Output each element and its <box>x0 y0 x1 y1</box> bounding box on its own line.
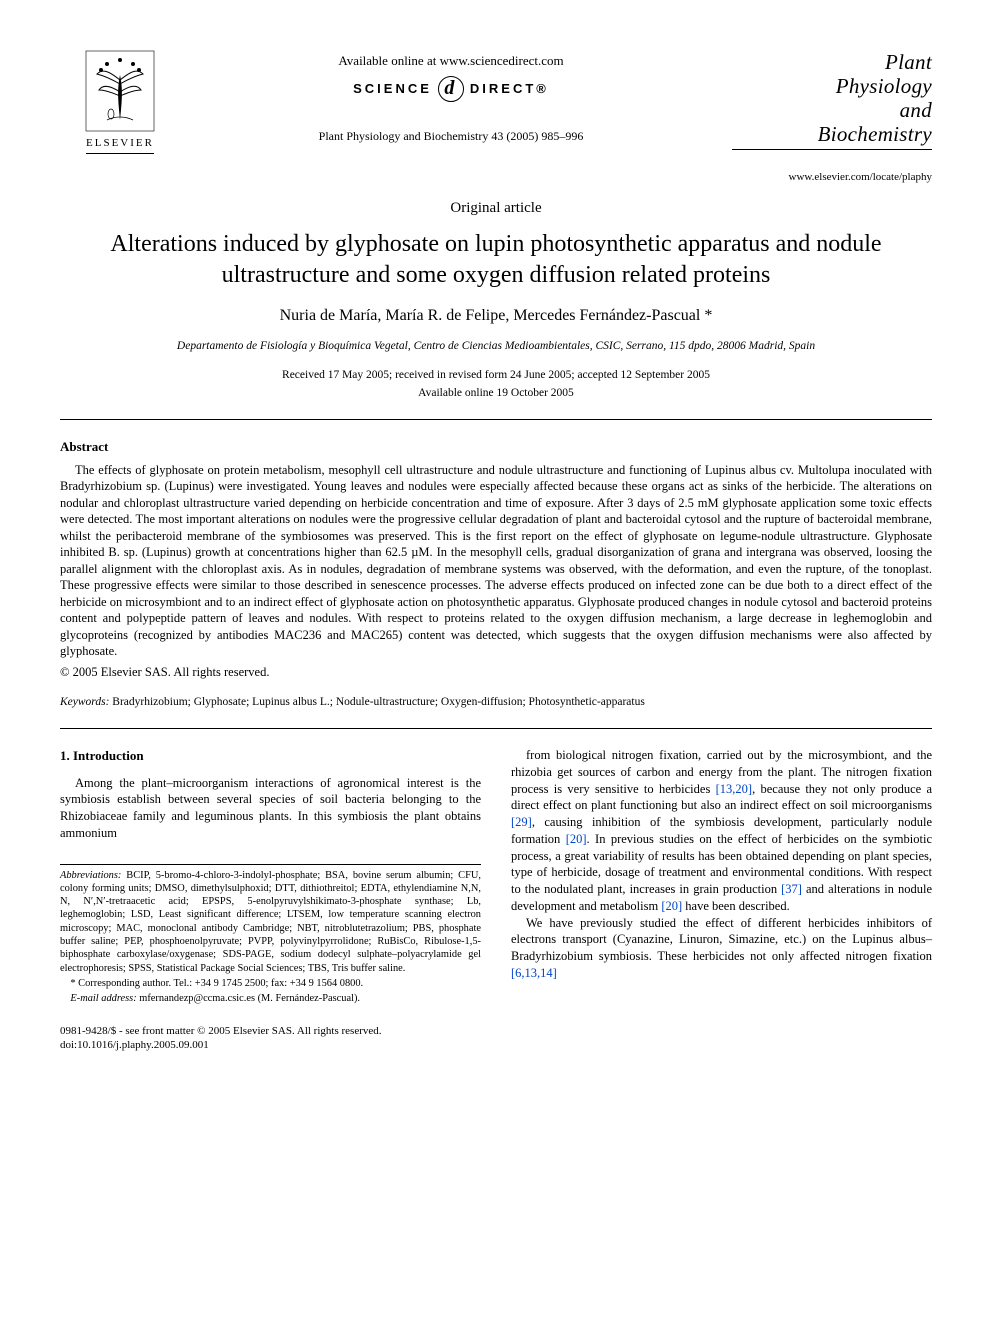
email-label: E-mail address: <box>70 993 136 1004</box>
corresponding-author-footnote: * Corresponding author. Tel.: +34 9 1745… <box>60 977 481 990</box>
journal-title-line: and <box>900 98 932 122</box>
journal-url: www.elsevier.com/locate/plaphy <box>722 170 932 185</box>
keywords-label: Keywords: <box>60 696 109 708</box>
text-run: have been described. <box>682 899 790 913</box>
abstract-heading: Abstract <box>60 438 932 456</box>
elsevier-tree-icon <box>85 50 155 132</box>
rule <box>60 419 932 420</box>
journal-title-line: Plant <box>885 50 932 74</box>
email-value: mfernandezp@ccma.csic.es (M. Fernández-P… <box>137 993 360 1004</box>
sciencedirect-logo: SCIENCE d DIRECT® <box>353 76 549 102</box>
article-title: Alterations induced by glyphosate on lup… <box>80 229 912 291</box>
journal-title-line: Biochemistry <box>818 122 932 146</box>
elsevier-wordmark: ELSEVIER <box>86 136 154 154</box>
article-history-2: Available online 19 October 2005 <box>60 386 932 402</box>
article-type: Original article <box>60 198 932 218</box>
journal-rule <box>732 149 932 150</box>
intro-para-1: Among the plant–microorganism interactio… <box>60 775 481 842</box>
citation-link[interactable]: [13,20] <box>716 782 752 796</box>
article-history-1: Received 17 May 2005; received in revise… <box>60 368 932 384</box>
abbrev-body: BCIP, 5-bromo-4-chloro-3-indolyl-phospha… <box>60 870 481 974</box>
citation-link[interactable]: [20] <box>661 899 682 913</box>
front-matter-line: 0981-9428/$ - see front matter © 2005 El… <box>60 1024 932 1039</box>
abstract-text: The effects of glyphosate on protein met… <box>60 462 932 660</box>
affiliation: Departamento de Fisiología y Bioquímica … <box>60 339 932 355</box>
abstract-body: The effects of glyphosate on protein met… <box>60 462 932 660</box>
journal-title: Plant Physiology and Biochemistry <box>722 50 932 147</box>
journal-reference: Plant Physiology and Biochemistry 43 (20… <box>180 128 722 144</box>
page-header: ELSEVIER Available online at www.science… <box>60 50 932 184</box>
email-footnote: E-mail address: mfernandezp@ccma.csic.es… <box>60 992 481 1005</box>
available-online-text: Available online at www.sciencedirect.co… <box>180 52 722 70</box>
intro-para-3: We have previously studied the effect of… <box>511 915 932 982</box>
rule <box>60 728 932 729</box>
sd-word-left: SCIENCE <box>353 80 432 98</box>
copyright-line: © 2005 Elsevier SAS. All rights reserved… <box>60 664 932 681</box>
doi-line: doi:10.1016/j.plaphy.2005.09.001 <box>60 1038 932 1053</box>
journal-title-line: Physiology <box>836 74 932 98</box>
citation-link[interactable]: [29] <box>511 815 532 829</box>
keywords-line: Keywords: Bradyrhizobium; Glyphosate; Lu… <box>60 695 932 711</box>
section-heading-intro: 1. Introduction <box>60 747 481 764</box>
sciencedirect-d-icon: d <box>438 76 464 102</box>
abbrev-label: Abbreviations: <box>60 870 121 881</box>
journal-title-block: Plant Physiology and Biochemistry www.el… <box>722 50 932 184</box>
author-list: Nuria de María, María R. de Felipe, Merc… <box>60 305 932 327</box>
footnotes-block: Abbreviations: BCIP, 5-bromo-4-chloro-3-… <box>60 864 481 1006</box>
publisher-block: ELSEVIER <box>60 50 180 154</box>
text-run: We have previously studied the effect of… <box>511 916 932 964</box>
citation-link[interactable]: [6,13,14] <box>511 966 557 980</box>
sd-word-right: DIRECT® <box>470 80 549 98</box>
keywords-list: Bradyrhizobium; Glyphosate; Lupinus albu… <box>112 696 645 708</box>
citation-link[interactable]: [37] <box>781 882 802 896</box>
abbreviations-footnote: Abbreviations: BCIP, 5-bromo-4-chloro-3-… <box>60 869 481 976</box>
intro-para-2: from biological nitrogen fixation, carri… <box>511 747 932 915</box>
citation-link[interactable]: [20] <box>566 832 587 846</box>
article-body: 1. Introduction Among the plant–microorg… <box>60 747 932 1006</box>
sciencedirect-block: Available online at www.sciencedirect.co… <box>180 50 722 144</box>
